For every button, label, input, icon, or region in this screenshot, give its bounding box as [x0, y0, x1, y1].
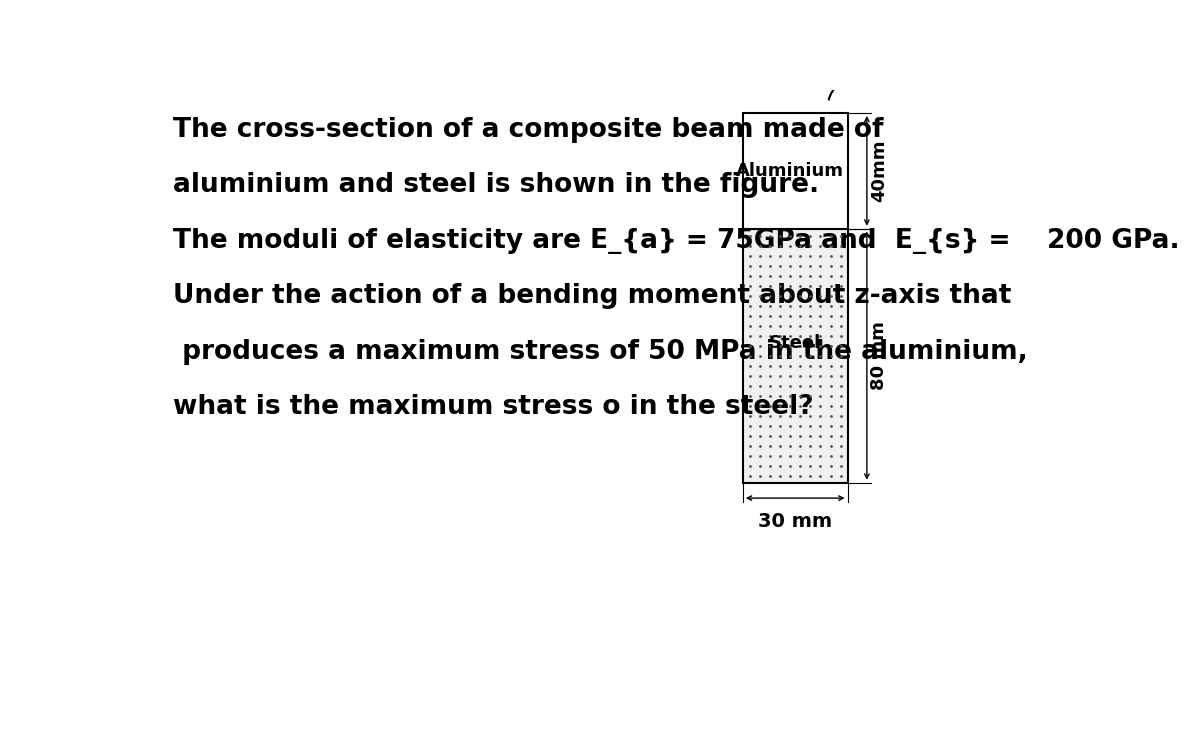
Text: Under the action of a bending moment about z-axis that: Under the action of a bending moment abo…	[173, 284, 1012, 309]
Text: The cross-section of a composite beam made of: The cross-section of a composite beam ma…	[173, 117, 883, 143]
Text: 80 mm: 80 mm	[870, 321, 888, 390]
Text: 30 mm: 30 mm	[758, 512, 833, 531]
Bar	[743, 229, 847, 483]
Bar	[743, 113, 847, 229]
Text: Steel: Steel	[769, 334, 821, 352]
Text: The moduli of elasticity are E_{a} = 75GPa and  E_{s} =    200 GPa.: The moduli of elasticity are E_{a} = 75G…	[173, 228, 1180, 254]
Text: produces a maximum stress of 50 MPa in the aluminium,: produces a maximum stress of 50 MPa in t…	[173, 339, 1028, 364]
Text: aluminium and steel is shown in the figure.: aluminium and steel is shown in the figu…	[173, 172, 820, 199]
Text: what is the maximum stress o in the steel?: what is the maximum stress o in the stee…	[173, 394, 814, 420]
Bar	[743, 113, 847, 483]
Text: 40mm: 40mm	[870, 140, 888, 202]
Text: Aluminium: Aluminium	[737, 162, 845, 180]
